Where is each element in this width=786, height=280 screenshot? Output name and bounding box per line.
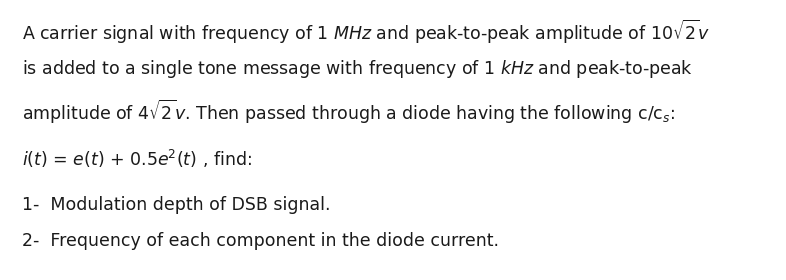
Text: 2-  Frequency of each component in the diode current.: 2- Frequency of each component in the di… xyxy=(22,232,499,250)
Text: 1-  Modulation depth of DSB signal.: 1- Modulation depth of DSB signal. xyxy=(22,196,330,214)
Text: amplitude of 4$\sqrt{2}$$v$. Then passed through a diode having the following c/: amplitude of 4$\sqrt{2}$$v$. Then passed… xyxy=(22,98,675,126)
Text: $\it{i}$($\it{t}$) = $\it{e}$($\it{t}$) + 0.5$\it{e}$$^{2}$($\it{t}$) , find:: $\it{i}$($\it{t}$) = $\it{e}$($\it{t}$) … xyxy=(22,148,252,170)
Text: A carrier signal with frequency of 1 $\it{MHz}$ and peak-to-peak amplitude of 10: A carrier signal with frequency of 1 $\i… xyxy=(22,18,711,46)
Text: is added to a single tone message with frequency of 1 $\it{kHz}$ and peak-to-pea: is added to a single tone message with f… xyxy=(22,58,693,80)
